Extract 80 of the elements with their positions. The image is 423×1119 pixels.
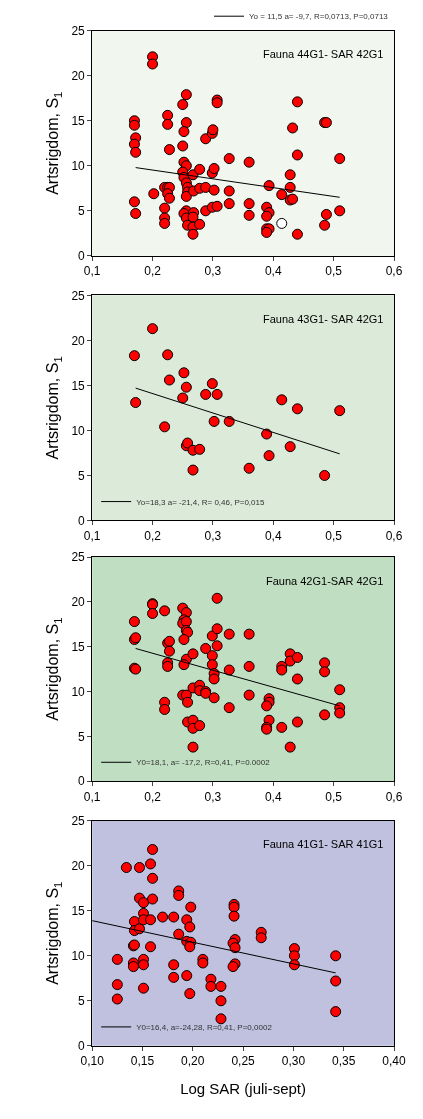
point	[206, 378, 218, 390]
point	[178, 367, 190, 379]
y-tick-label: 10	[71, 158, 86, 173]
y-tick-label: 15	[71, 903, 86, 918]
y-tick-label: 15	[71, 113, 86, 128]
y-tick-label: 20	[71, 333, 86, 348]
y-tick-label: 20	[71, 595, 86, 610]
y-tick-label: 5	[78, 729, 86, 744]
y-tick-label: 5	[78, 468, 86, 483]
y-tick-label: 5	[78, 994, 86, 1009]
point	[187, 464, 199, 476]
x-tick-label: 0,1	[83, 789, 101, 804]
y-tick-label: 0	[78, 249, 86, 264]
x-tick-label: 0,1	[83, 528, 101, 543]
x-tick-label: 0,5	[325, 789, 343, 804]
y-tick-label: 0	[78, 1039, 86, 1054]
legend-label: Y0=16,4, a=-24,28, R=0,41, P=0,0002	[136, 1023, 273, 1033]
point	[177, 392, 189, 404]
annotation: Fauna 44G1- SAR 42G1	[263, 48, 384, 60]
legend-label: Yo=18,3 a= -21,4, R= 0,46, P=0,015	[136, 497, 265, 507]
y-tick-label: 25	[71, 288, 86, 303]
annotation: Fauna 43G1- SAR 42G1	[263, 313, 384, 325]
x-tick-label: 0,40	[382, 1054, 407, 1069]
point	[128, 350, 140, 362]
point	[319, 469, 331, 481]
point	[162, 349, 174, 361]
annotation: Fauna 42G1-SAR 42G1	[266, 575, 384, 587]
point	[263, 450, 275, 462]
y-tick-label: 0	[78, 513, 86, 528]
annotation: Fauna 41G1- SAR 41G1	[263, 838, 384, 850]
x-tick-label: 0,6	[385, 528, 403, 543]
y-tick-label: 15	[71, 378, 86, 393]
x-tick-label: 0,6	[385, 264, 403, 279]
point	[194, 443, 206, 455]
point	[276, 394, 288, 406]
x-tick-label: 0,2	[144, 789, 162, 804]
x-tick-label: 0,35	[332, 1054, 356, 1069]
x-axis-title: Log SAR (juli-sept)	[180, 1080, 307, 1098]
legend-label: Y0=18,1, a= -17,2, R=0,41, P=0.0002	[136, 758, 271, 768]
y-tick-label: 25	[71, 813, 86, 828]
x-tick-label: 0,2	[144, 264, 162, 279]
point	[200, 388, 212, 400]
point	[159, 421, 171, 433]
point	[211, 388, 223, 400]
x-tick-label: 0,15	[130, 1054, 155, 1069]
x-tick-label: 0,3	[204, 789, 222, 804]
x-tick-label: 0,4	[264, 264, 282, 279]
point	[130, 397, 142, 409]
y-tick-label: 0	[78, 774, 86, 789]
point	[180, 381, 192, 393]
x-tick-label: 0,2	[144, 528, 162, 543]
y-tick-label: 10	[71, 423, 86, 438]
x-tick-label: 0,5	[325, 528, 343, 543]
point	[291, 403, 303, 415]
y-tick-label: 20	[71, 68, 86, 83]
y-tick-label: 25	[71, 23, 86, 38]
x-tick-label: 0,30	[281, 1054, 306, 1069]
point	[284, 441, 296, 453]
x-tick-label: 0,3	[204, 528, 222, 543]
x-tick-label: 0,1	[83, 264, 101, 279]
x-tick-label: 0,20	[181, 1054, 205, 1069]
point	[243, 462, 255, 474]
x-tick-label: 0,4	[264, 528, 282, 543]
y-tick-label: 20	[71, 858, 86, 873]
x-tick-label: 0,6	[385, 789, 403, 804]
x-tick-label: 0,10	[80, 1054, 105, 1069]
y-tick-label: 15	[71, 639, 86, 654]
y-tick-label: 10	[71, 948, 86, 963]
point	[147, 323, 159, 335]
y-tick-label: 10	[71, 684, 86, 699]
y-tick-label: 25	[71, 550, 86, 565]
x-tick-label: 0,3	[204, 264, 222, 279]
point	[334, 405, 346, 417]
legend-label: Yo = 11,5 a= -9,7, R=0,0713, P=0,0713	[249, 12, 389, 22]
y-tick-label: 5	[78, 204, 86, 219]
point	[163, 374, 175, 386]
x-tick-label: 0,5	[325, 264, 343, 279]
point	[208, 415, 220, 427]
x-tick-label: 0,25	[231, 1054, 256, 1069]
x-tick-label: 0,4	[264, 789, 282, 804]
